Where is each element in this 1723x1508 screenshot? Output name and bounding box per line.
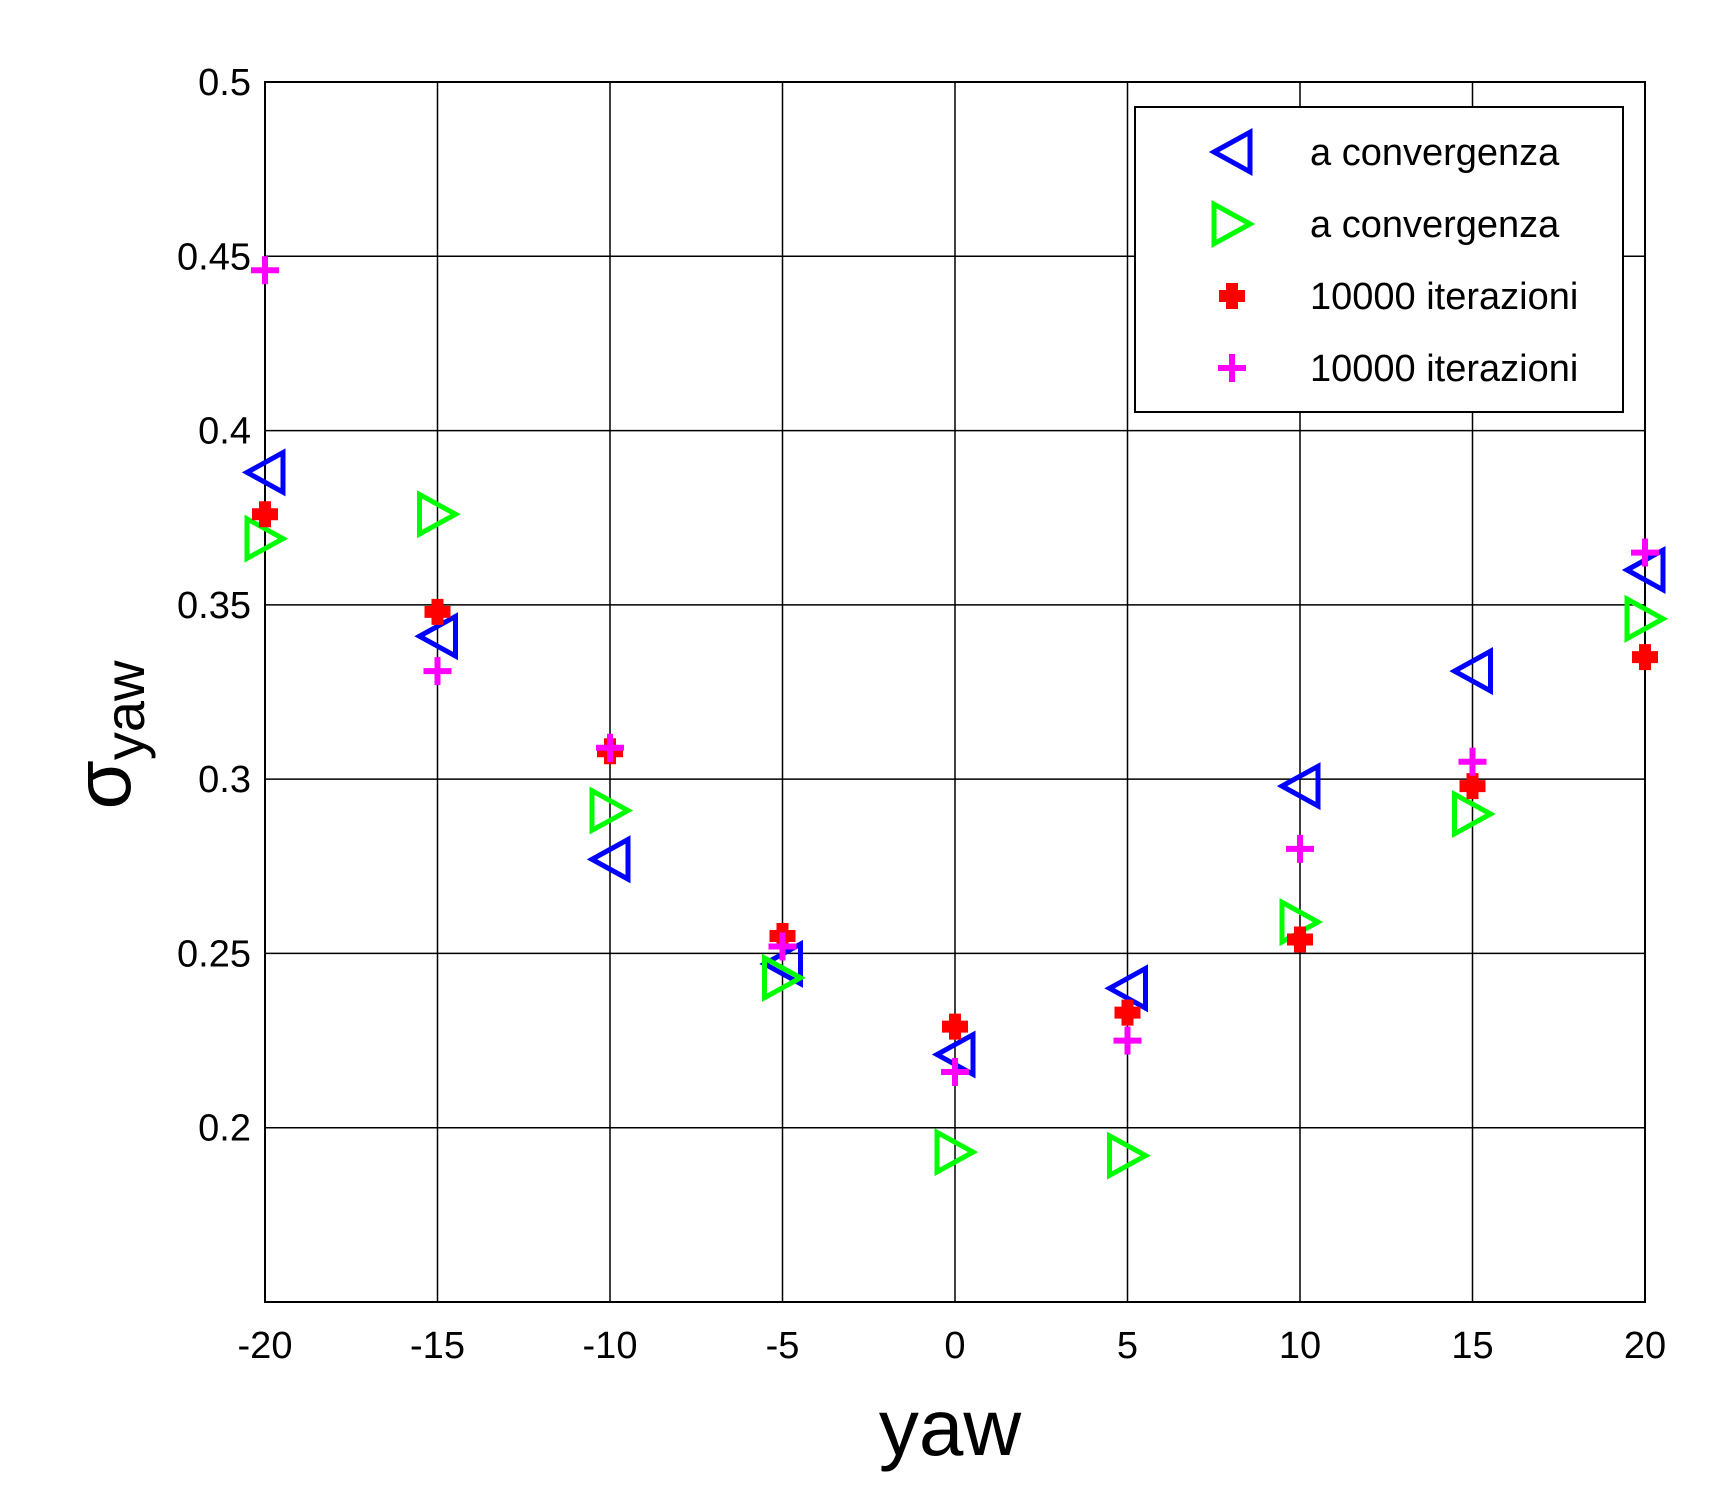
legend-label-3: 10000 iterazioni	[1310, 276, 1578, 318]
y-axis-tick-labels: 0.2 0.25 0.3 0.35 0.4 0.45 0.5	[177, 62, 251, 1150]
y-tick-label: 0.35	[177, 585, 251, 627]
x-axis-tick-labels: -20 -15 -10 -5 0 5 10 15 20	[238, 1325, 1667, 1367]
legend-marker-1	[1208, 127, 1253, 177]
data-point	[1624, 594, 1669, 643]
x-tick-label: -20	[238, 1325, 293, 1367]
x-tick-label: 15	[1451, 1325, 1493, 1367]
data-point	[423, 657, 452, 686]
data-point	[1276, 762, 1321, 811]
data-point	[1449, 647, 1493, 696]
data-point	[762, 953, 806, 1002]
data-point	[414, 612, 458, 661]
legend-label-4: 10000 iterazioni	[1310, 348, 1578, 390]
y-tick-label: 0.25	[177, 933, 251, 975]
y-axis-title-symbol: σ	[58, 760, 147, 809]
y-axis-title-subscript: yaw	[93, 660, 156, 760]
x-tick-label: -15	[410, 1325, 465, 1367]
data-point	[1632, 644, 1658, 671]
data-point	[596, 733, 624, 762]
data-point	[251, 256, 279, 285]
y-axis-title: σyaw	[58, 660, 156, 810]
data-point	[589, 786, 634, 835]
data-point	[586, 835, 631, 884]
data-point	[252, 501, 278, 528]
legend-marker-2	[1211, 199, 1256, 249]
data-point	[1104, 964, 1148, 1013]
y-tick-label: 0.3	[198, 759, 251, 801]
x-tick-label: 5	[1117, 1325, 1138, 1367]
data-point	[417, 490, 461, 539]
x-axis-title: yaw	[879, 1383, 1021, 1472]
y-tick-label: 0.2	[198, 1108, 251, 1150]
data-markers	[241, 256, 1669, 1180]
data-point	[424, 598, 451, 625]
y-tick-label: 0.45	[177, 236, 251, 278]
data-point	[244, 514, 289, 563]
x-tick-label: -10	[583, 1325, 638, 1367]
data-point	[1114, 999, 1141, 1026]
data-point	[934, 1128, 979, 1177]
svg-text:σyaw: σyaw	[58, 660, 156, 810]
legend: a convergenza a convergenza 10000 iterazio…	[1134, 106, 1624, 413]
data-point	[1452, 789, 1496, 839]
x-tick-label: 0	[944, 1325, 965, 1367]
legend-label-2: a convergenza	[1310, 204, 1560, 246]
data-point	[768, 932, 797, 961]
data-point	[1459, 773, 1486, 800]
x-tick-label: 20	[1624, 1325, 1666, 1367]
data-point	[1107, 1131, 1151, 1180]
plot-area-frame	[264, 81, 1646, 1303]
y-tick-label: 0.4	[198, 411, 251, 453]
data-point	[942, 1013, 968, 1040]
legend-box	[1134, 106, 1624, 413]
legend-items: a convergenza a convergenza 10000 iterazio…	[1208, 127, 1578, 390]
data-point	[1458, 747, 1487, 776]
legend-label-1: a convergenza	[1310, 132, 1560, 174]
x-tick-label: 10	[1279, 1325, 1321, 1367]
series-2-markers	[244, 490, 1669, 1180]
data-point	[241, 448, 286, 497]
data-point	[941, 1057, 969, 1086]
x-tick-label: -5	[766, 1325, 800, 1367]
legend-marker-3	[1219, 283, 1245, 309]
data-point	[1287, 926, 1313, 953]
legend-marker-4	[1218, 354, 1246, 382]
y-tick-label: 0.5	[198, 62, 251, 104]
series-4-markers	[251, 256, 1659, 1086]
data-point	[1113, 1026, 1142, 1055]
data-point	[1631, 538, 1659, 567]
data-point	[1286, 834, 1314, 863]
